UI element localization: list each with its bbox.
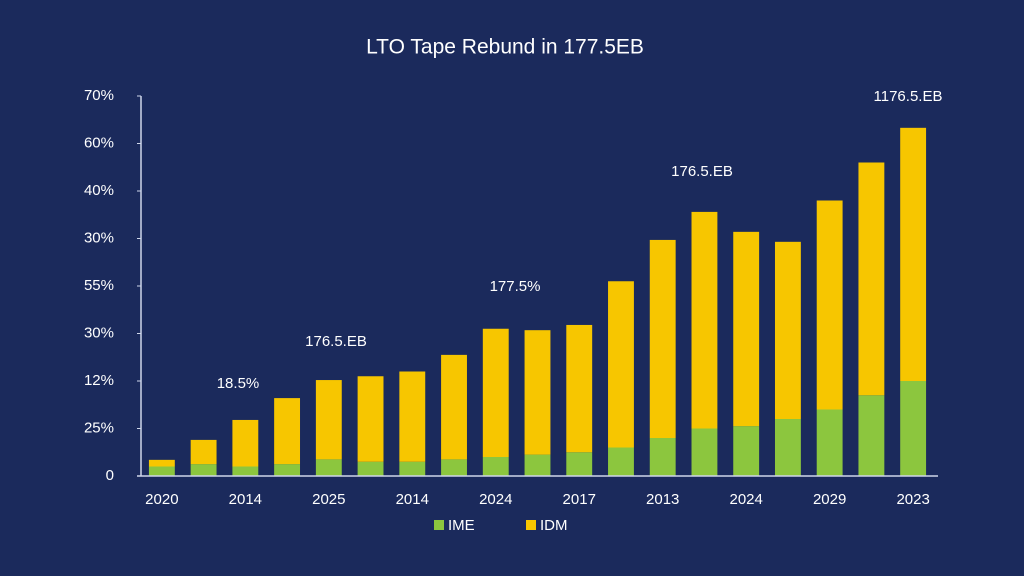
bar-segment bbox=[232, 466, 259, 476]
legend-swatch bbox=[526, 520, 536, 530]
annotation: 1176.5.EB bbox=[874, 88, 943, 105]
y-tick-label: 55% bbox=[84, 277, 114, 294]
bar-segment bbox=[482, 457, 509, 476]
bar-segment bbox=[691, 211, 718, 429]
bar-segment bbox=[482, 328, 509, 457]
bar-segment bbox=[148, 466, 175, 476]
bar-segment bbox=[691, 428, 718, 476]
bar-segment bbox=[733, 231, 760, 427]
bar-segment bbox=[399, 371, 426, 462]
bar-segment bbox=[315, 459, 342, 476]
bar-segment bbox=[816, 200, 843, 410]
bar-segment bbox=[774, 241, 801, 419]
bar-segment bbox=[566, 324, 593, 453]
bar-segment bbox=[566, 452, 593, 476]
x-tick-label: 2029 bbox=[813, 491, 846, 508]
bar-segment bbox=[190, 439, 217, 465]
bar-segment bbox=[524, 330, 551, 455]
bar-segment bbox=[274, 398, 301, 465]
bar-segment bbox=[900, 381, 927, 476]
y-tick-label: 12% bbox=[84, 372, 114, 389]
y-tick-label: 40% bbox=[84, 182, 114, 199]
x-tick-label: 2024 bbox=[729, 491, 762, 508]
bar-segment bbox=[649, 438, 676, 476]
bar-segment bbox=[900, 127, 927, 381]
bar-segment bbox=[608, 447, 634, 476]
bar-segment bbox=[858, 162, 885, 396]
chart-title: LTO Tape Rebund in 177.5EB bbox=[366, 36, 644, 59]
bar-segment bbox=[232, 419, 259, 467]
bar-segment bbox=[649, 239, 676, 438]
bar-segment bbox=[190, 464, 217, 476]
bar-segment bbox=[441, 459, 467, 476]
legend-swatch bbox=[434, 520, 444, 530]
bar-segment bbox=[858, 395, 885, 476]
bar-segment bbox=[524, 454, 551, 476]
y-tick-label: 30% bbox=[84, 229, 114, 246]
annotation: 176.5.EB bbox=[305, 333, 367, 350]
y-tick-label: 0 bbox=[106, 467, 114, 484]
x-tick-label: 2023 bbox=[896, 491, 929, 508]
y-tick-label: 60% bbox=[84, 134, 114, 151]
bar-segment bbox=[315, 380, 342, 460]
y-tick-label: 70% bbox=[84, 87, 114, 104]
annotation: 18.5% bbox=[217, 375, 260, 392]
bar-segment bbox=[733, 426, 760, 476]
x-tick-label: 2017 bbox=[563, 491, 596, 508]
bar-segment bbox=[357, 376, 384, 462]
x-tick-label: 2014 bbox=[396, 491, 429, 508]
x-tick-label: 2013 bbox=[646, 491, 679, 508]
bar-segment bbox=[274, 464, 301, 476]
bar-segment bbox=[774, 419, 801, 476]
y-tick-label: 25% bbox=[84, 419, 114, 436]
legend-label: IME bbox=[448, 517, 475, 534]
x-tick-label: 2020 bbox=[145, 491, 178, 508]
bar-segment bbox=[357, 461, 384, 476]
bar-segment bbox=[608, 281, 634, 448]
legend-label: IDM bbox=[540, 517, 568, 534]
bar-segment bbox=[148, 459, 175, 467]
x-tick-label: 2024 bbox=[479, 491, 512, 508]
annotation: 176.5.EB bbox=[671, 163, 733, 180]
x-tick-label: 2014 bbox=[229, 491, 262, 508]
y-tick-label: 30% bbox=[84, 324, 114, 341]
bar-segment bbox=[441, 354, 467, 460]
annotation: 177.5% bbox=[490, 278, 541, 295]
bar-segment bbox=[816, 409, 843, 476]
bar-segment bbox=[399, 461, 426, 476]
x-tick-label: 2025 bbox=[312, 491, 345, 508]
